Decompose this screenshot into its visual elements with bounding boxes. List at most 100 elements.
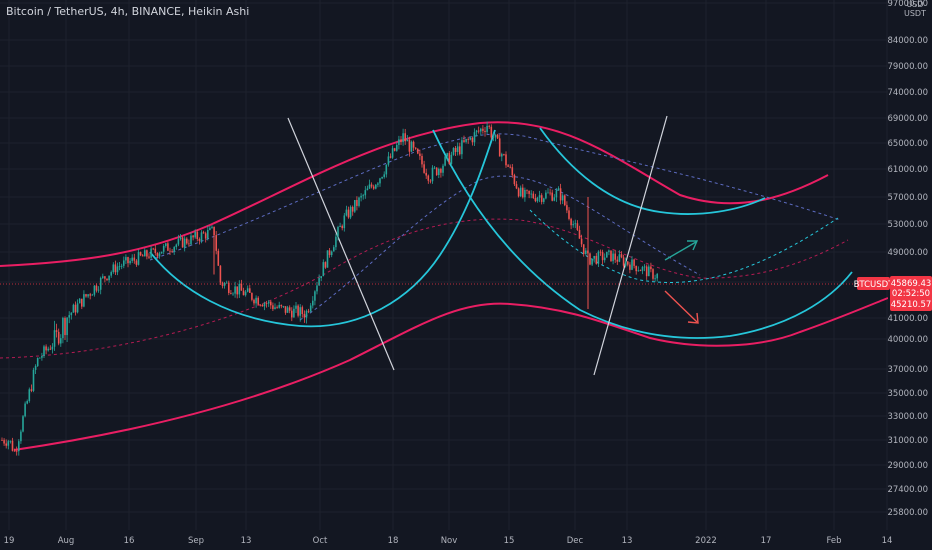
time-tick-label: 14 bbox=[882, 536, 893, 546]
candle-body bbox=[232, 293, 234, 295]
candle-body bbox=[108, 275, 110, 281]
currency-unit[interactable]: USD USDT bbox=[901, 0, 929, 18]
candle-body bbox=[104, 276, 106, 279]
candle-body bbox=[633, 259, 635, 266]
candle-body bbox=[223, 283, 226, 286]
time-tick-label: Nov bbox=[441, 536, 458, 546]
currency-line-1: USD bbox=[906, 0, 924, 9]
candle-body bbox=[431, 167, 434, 182]
candle-body bbox=[402, 133, 404, 143]
candle-body bbox=[517, 188, 520, 197]
candle-body bbox=[370, 184, 373, 187]
candle-body bbox=[572, 224, 574, 226]
candle-body bbox=[255, 297, 257, 304]
candle-body bbox=[270, 301, 272, 306]
candle-body bbox=[423, 164, 425, 173]
candle-body bbox=[259, 304, 262, 306]
candle-body bbox=[494, 134, 497, 138]
candle-body bbox=[396, 145, 398, 151]
candle-body bbox=[417, 148, 419, 154]
candle-body bbox=[303, 313, 306, 318]
candle-body bbox=[167, 243, 169, 251]
candle-body bbox=[530, 193, 532, 195]
candle-body bbox=[242, 290, 245, 296]
price-tick-label: 69000.00 bbox=[887, 114, 928, 124]
price-tick-label: 79000.00 bbox=[887, 62, 928, 72]
candle-body bbox=[312, 300, 314, 306]
candle-body bbox=[601, 252, 604, 261]
candle-body bbox=[366, 188, 369, 191]
candle-body bbox=[93, 285, 96, 295]
candle-body bbox=[137, 252, 140, 265]
candle-body bbox=[404, 133, 406, 142]
candle-body bbox=[620, 254, 623, 258]
candle-body bbox=[238, 283, 241, 295]
candle-body bbox=[446, 153, 448, 157]
candle-body bbox=[372, 186, 375, 189]
candle-body bbox=[215, 235, 217, 251]
candle-body bbox=[198, 239, 201, 241]
candle-body bbox=[49, 348, 52, 350]
candle-body bbox=[116, 266, 119, 273]
candle-body bbox=[425, 172, 427, 176]
candle-body bbox=[349, 206, 352, 218]
candle-body bbox=[135, 260, 138, 265]
candle-body bbox=[324, 262, 327, 268]
candle-body bbox=[209, 227, 211, 230]
candle-body bbox=[192, 235, 194, 238]
time-tick-label: 13 bbox=[622, 536, 633, 546]
candle-body bbox=[76, 303, 79, 313]
candle-body bbox=[13, 450, 16, 452]
candle-body bbox=[225, 282, 228, 284]
candle-body bbox=[356, 199, 358, 206]
candle-body bbox=[641, 267, 644, 271]
candle-body bbox=[144, 250, 146, 257]
time-tick-label: 18 bbox=[388, 536, 399, 546]
candle-body bbox=[631, 259, 633, 270]
white-diagonal-right bbox=[593, 115, 668, 376]
cyan-arc-right-dashed bbox=[529, 209, 839, 283]
candle-body bbox=[177, 238, 180, 245]
candle-body bbox=[595, 255, 598, 264]
candle-body bbox=[280, 304, 283, 307]
candle-body bbox=[70, 312, 73, 316]
candle-body bbox=[406, 139, 409, 142]
candle-body bbox=[559, 188, 562, 201]
candle-body bbox=[95, 285, 98, 291]
candle-body bbox=[463, 140, 465, 142]
candle-body bbox=[484, 130, 486, 132]
price-axis-bg bbox=[888, 0, 932, 530]
candle-body bbox=[419, 153, 421, 157]
candle-body bbox=[200, 232, 203, 241]
candle-body bbox=[524, 189, 526, 198]
price-axis[interactable]: 97000.00 84000.00 79000.00 74000.00 69000.00… bbox=[887, 0, 928, 518]
candle-body bbox=[91, 294, 94, 296]
candle-body bbox=[213, 226, 215, 236]
candle-body bbox=[408, 139, 411, 152]
candle-body bbox=[102, 276, 104, 278]
candle-body bbox=[339, 225, 341, 228]
candle-body bbox=[444, 156, 446, 166]
candle-body bbox=[120, 265, 123, 267]
candle-body bbox=[22, 416, 24, 432]
candle-body bbox=[173, 247, 175, 252]
candle-body bbox=[341, 225, 343, 229]
time-axis[interactable]: 19 Aug 16 Sep 13 Oct 18 Nov 15 Dec 13 2022 17 Feb 14 bbox=[4, 536, 893, 546]
candle-body bbox=[496, 134, 499, 139]
candle-body bbox=[169, 250, 171, 252]
candle-body bbox=[543, 198, 545, 202]
white-diagonal-left bbox=[287, 117, 395, 371]
candle-body bbox=[179, 237, 182, 239]
candle-body bbox=[305, 310, 308, 318]
candle-body bbox=[629, 264, 631, 270]
candle-body bbox=[141, 255, 144, 257]
candle-body bbox=[528, 190, 530, 194]
price-tick-label: 61000.00 bbox=[887, 165, 928, 175]
candle-body bbox=[152, 248, 154, 250]
candle-body bbox=[599, 251, 602, 253]
candle-body bbox=[165, 243, 167, 246]
candle-body bbox=[393, 148, 396, 151]
candle-body bbox=[127, 257, 129, 264]
price-tick-label: 37000.00 bbox=[887, 365, 928, 375]
